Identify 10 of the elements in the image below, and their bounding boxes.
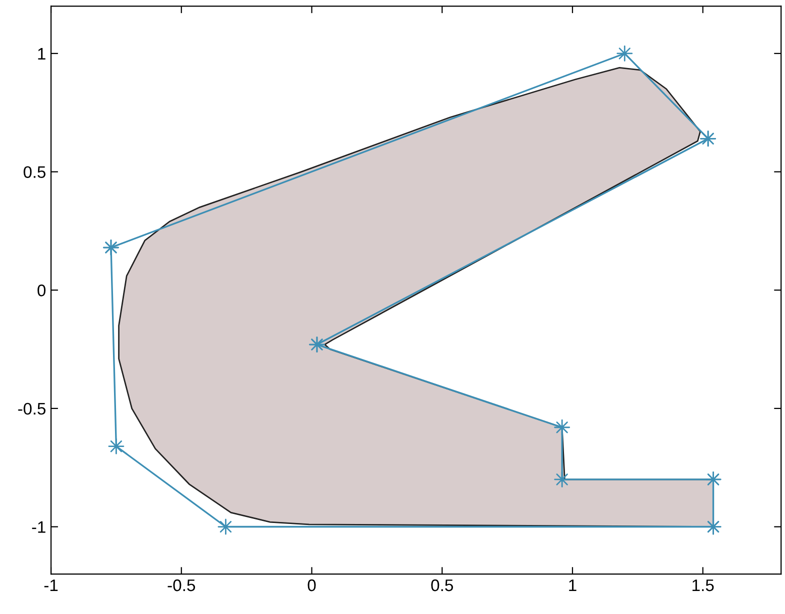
x-tick-label: -0.5 <box>168 579 196 592</box>
y-tick-label: 1 <box>38 48 46 60</box>
x-tick-label: 0.5 <box>431 579 454 592</box>
y-tick-label: 0.5 <box>24 166 46 178</box>
y-tick-label: -1 <box>32 521 46 533</box>
x-tick-label: 1 <box>569 580 576 592</box>
y-tick-label: -0.5 <box>18 402 46 415</box>
x-tick-label: 0 <box>308 579 316 592</box>
x-tick-label: 1.5 <box>692 580 714 592</box>
y-tick-label: 0 <box>38 284 46 296</box>
